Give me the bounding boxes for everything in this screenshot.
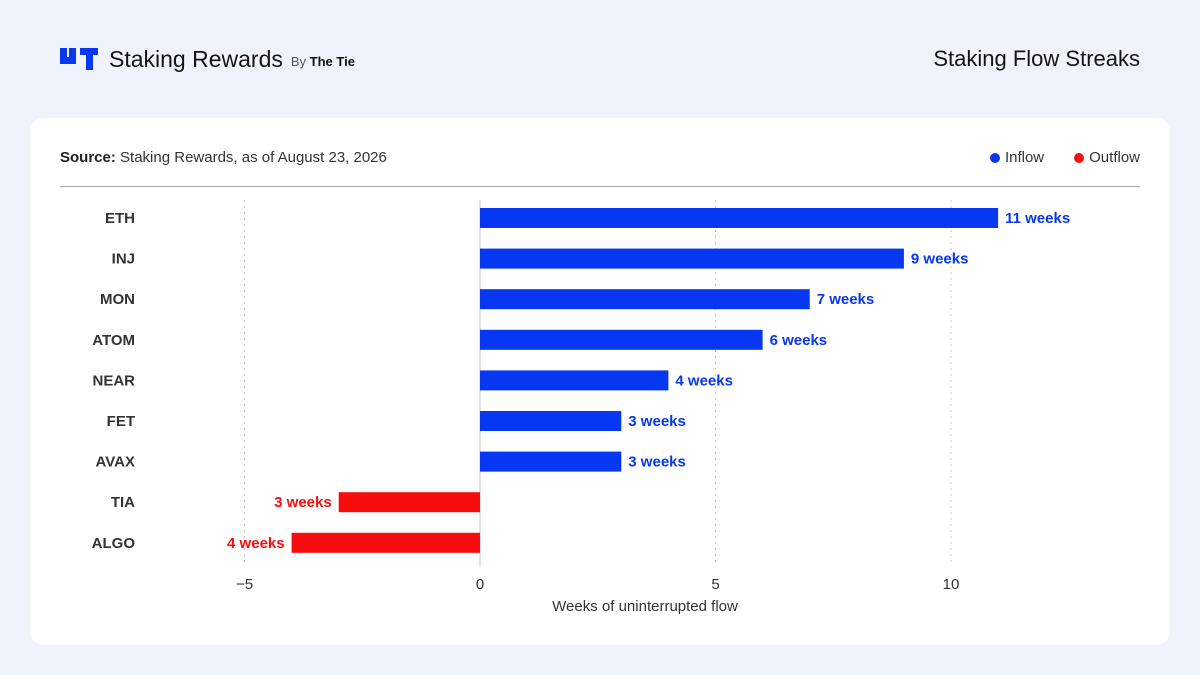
value-label: 3 weeks <box>274 494 332 511</box>
x-tick-label: 5 <box>711 576 719 593</box>
source-label: Source: <box>60 149 116 166</box>
value-label: 11 weeks <box>1005 210 1070 227</box>
staking-rewards-logo-icon <box>60 48 98 70</box>
source-text: Staking Rewards, as of August 23, 2026 <box>120 149 387 166</box>
bar-inj <box>480 248 904 269</box>
category-label: MON <box>100 291 135 308</box>
value-label: 3 weeks <box>628 454 686 471</box>
brand-by-prefix: By <box>290 54 307 69</box>
brand-name: Staking Rewards <box>109 45 283 72</box>
category-label: TIA <box>111 494 135 511</box>
category-label: INJ <box>112 251 135 268</box>
category-label: ETH <box>105 210 135 227</box>
bar-mon <box>480 289 810 310</box>
bar-algo <box>291 532 480 553</box>
brand: Staking Rewards By The Tie <box>60 46 355 73</box>
legend-item-inflow: Inflow <box>989 149 1045 166</box>
source-note: Source: Staking Rewards, as of August 23… <box>60 149 387 166</box>
bar-fet <box>480 411 622 431</box>
bar-tia <box>338 492 480 513</box>
chart-card: Source: Staking Rewards, as of August 23… <box>30 118 1170 645</box>
value-label: 3 weeks <box>628 413 686 430</box>
category-label: AVAX <box>96 454 135 471</box>
header: Staking Rewards By The Tie Staking Flow … <box>60 44 1140 74</box>
bar-chart: ETH 11 weeks INJ 9 weeks MON 7 weeks ATOM 6 wee… <box>92 200 1070 615</box>
bar-eth <box>480 208 999 228</box>
x-tick-label: 10 <box>943 576 960 593</box>
x-axis-title: Weeks of uninterrupted flow <box>552 598 738 615</box>
category-label: ATOM <box>92 332 135 349</box>
bar-atom <box>480 329 763 350</box>
inflow-dot-icon <box>989 152 1000 163</box>
legend-item-outflow: Outflow <box>1074 149 1140 166</box>
value-label: 9 weeks <box>911 251 969 268</box>
x-tick-label: −5 <box>236 576 253 593</box>
legend-label-inflow: Inflow <box>1004 149 1045 166</box>
page-title: Staking Flow Streaks <box>933 46 1140 71</box>
value-label: 4 weeks <box>675 372 733 389</box>
bar-avax <box>480 451 622 472</box>
category-label: NEAR <box>92 372 135 389</box>
legend: Inflow Outflow <box>960 149 1140 166</box>
value-label: 4 weeks <box>227 535 285 552</box>
value-label: 6 weeks <box>770 332 828 349</box>
brand-by-line: By The Tie <box>291 54 355 69</box>
legend-label-outflow: Outflow <box>1089 149 1140 166</box>
x-tick-label: 0 <box>476 576 484 593</box>
header-divider <box>60 186 1140 187</box>
bar-near <box>480 370 669 391</box>
category-label: ALGO <box>92 535 136 552</box>
outflow-dot-icon <box>1074 152 1085 163</box>
category-label: FET <box>107 413 135 430</box>
brand-by-company: The Tie <box>309 54 355 69</box>
value-label: 7 weeks <box>817 291 875 308</box>
